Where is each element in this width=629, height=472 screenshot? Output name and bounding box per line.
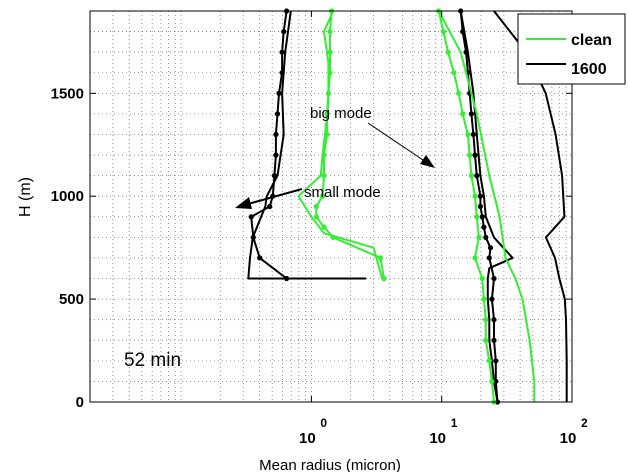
data-point	[327, 49, 333, 55]
data-point	[445, 49, 451, 55]
data-point	[483, 337, 489, 343]
series-9	[493, 10, 568, 402]
x-tick-label: 10	[429, 430, 446, 447]
x-tick-label: 10	[560, 430, 577, 447]
series-line	[493, 10, 568, 402]
data-point	[320, 193, 326, 199]
y-tick-label: 1500	[51, 85, 84, 102]
x-tick-labels: 10 0 10 1 10 2	[299, 416, 588, 447]
data-point	[313, 203, 319, 210]
series-line	[315, 10, 385, 279]
series-1	[248, 8, 290, 282]
data-point	[491, 317, 497, 323]
data-point	[451, 70, 457, 76]
data-point	[486, 255, 492, 261]
data-point	[479, 275, 485, 282]
data-point	[467, 152, 473, 158]
data-point	[483, 317, 489, 323]
legend-label-1600: 1600	[571, 61, 607, 78]
series-2	[247, 10, 367, 280]
data-point	[489, 378, 495, 384]
data-point	[487, 245, 494, 251]
data-point	[472, 152, 478, 158]
x-tick-exponent: 0	[320, 416, 327, 430]
series-line	[297, 10, 384, 279]
annotations: 52 min big mode small mode	[124, 105, 435, 371]
series-line	[437, 10, 495, 403]
y-axis-label: H (m)	[17, 177, 34, 217]
x-axis-label: Mean radius (micron)	[259, 457, 401, 472]
data-point	[474, 173, 480, 179]
series-3	[313, 8, 387, 282]
series-4	[297, 10, 384, 279]
data-point	[321, 173, 327, 179]
series-8	[437, 10, 536, 402]
data-point	[321, 224, 327, 230]
series-6	[459, 10, 514, 403]
data-point	[472, 255, 478, 261]
series-line	[459, 10, 514, 403]
data-point	[440, 29, 446, 35]
data-point	[279, 49, 285, 55]
data-point	[474, 214, 480, 220]
big-mode-arrowhead	[420, 155, 435, 168]
legend-label-clean: clean	[571, 32, 612, 49]
data-point	[468, 173, 474, 179]
data-point	[377, 255, 384, 261]
y-tick-labels: 0 500 1000 1500	[51, 85, 84, 411]
series-line	[247, 10, 367, 280]
x-tick-label: 10	[299, 430, 316, 447]
small-mode-annotation: small mode	[304, 184, 381, 201]
data-point	[273, 152, 279, 158]
axis-ticks	[90, 11, 573, 403]
data-point	[276, 90, 282, 96]
data-point	[273, 131, 279, 138]
big-mode-annotation: big mode	[310, 105, 372, 122]
data-point	[491, 337, 497, 343]
y-tick-label: 1000	[51, 188, 84, 205]
data-point	[491, 275, 497, 282]
series-line	[437, 10, 536, 402]
data-point	[493, 358, 499, 364]
data-point	[489, 296, 495, 302]
plot-frame	[89, 10, 573, 403]
data-point	[483, 234, 489, 240]
data-point	[327, 29, 333, 35]
time-annotation: 52 min	[124, 350, 181, 371]
legend: clean 1600	[517, 13, 626, 85]
x-tick-exponent: 2	[581, 416, 588, 430]
data-point	[470, 131, 476, 138]
data-point	[472, 193, 478, 199]
data-point	[486, 358, 492, 364]
data-point	[460, 111, 466, 117]
data-point	[465, 131, 471, 138]
legend-box	[517, 13, 626, 85]
data-point	[479, 214, 485, 220]
small-mode-arrowhead	[235, 197, 252, 209]
series-7	[436, 8, 497, 405]
data-point	[476, 234, 482, 240]
small-mode-arrow-line	[247, 188, 303, 205]
data-point	[481, 224, 487, 230]
big-mode-arrow-line	[367, 122, 427, 163]
data-point	[481, 296, 487, 302]
data-point	[477, 203, 483, 210]
data-point	[281, 29, 287, 35]
data-point	[267, 203, 273, 210]
data-point	[257, 255, 263, 261]
data-point	[248, 214, 254, 220]
x-tick-exponent: 1	[451, 416, 458, 430]
y-tick-label: 0	[76, 394, 84, 411]
data-point	[477, 193, 483, 199]
data-point	[456, 90, 462, 96]
y-tick-label: 500	[59, 291, 84, 308]
data-point	[468, 111, 474, 117]
data-point	[313, 214, 319, 220]
plot-series	[247, 8, 568, 405]
data-point	[274, 111, 281, 117]
